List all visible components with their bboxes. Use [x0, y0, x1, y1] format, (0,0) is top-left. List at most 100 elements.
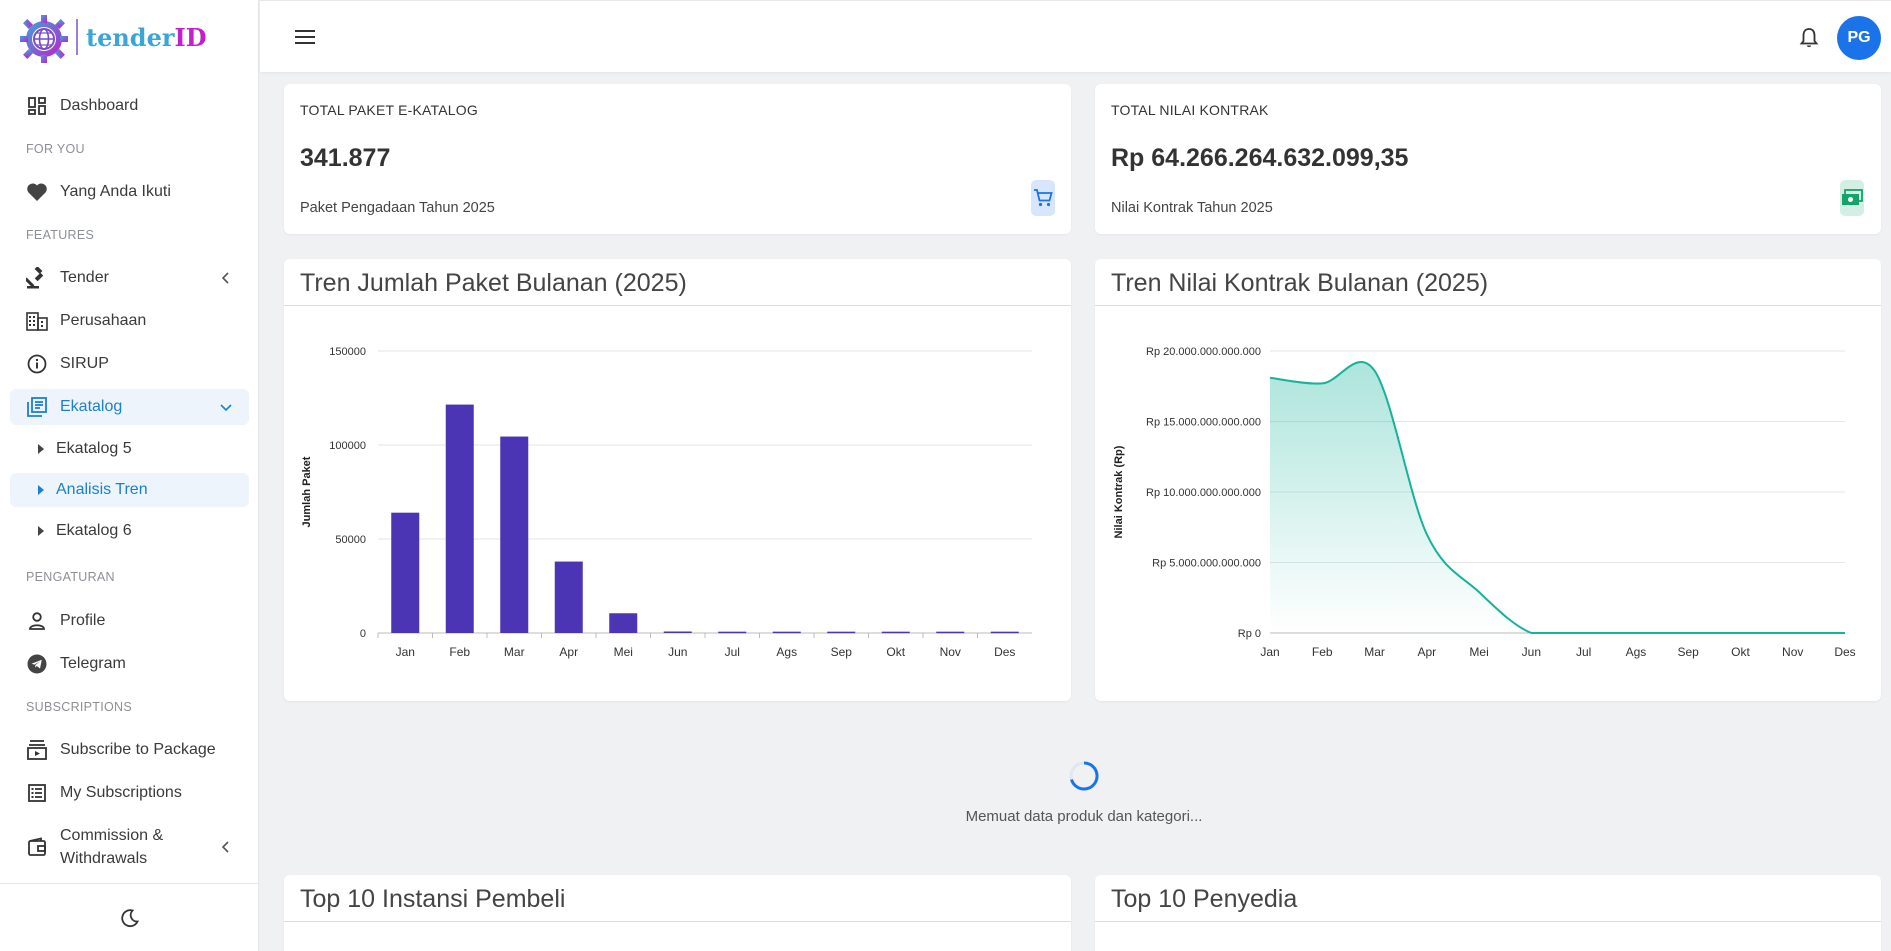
bar: [881, 631, 910, 634]
y-axis-label: Nilai Kontrak (Rp): [1113, 445, 1125, 538]
sidebar-item-label: Subscribe to Package: [60, 741, 216, 758]
x-tick-label: Sep: [831, 645, 853, 659]
x-tick-label: Jun: [668, 645, 687, 659]
y-tick-label: 150000: [329, 346, 366, 358]
sidebar-subitem-label: Ekatalog 6: [56, 522, 132, 539]
sidebar-item-label: Dashboard: [60, 97, 139, 114]
sidebar-subitem-ekatalog-5[interactable]: Ekatalog 5: [10, 432, 249, 466]
avatar[interactable]: PG: [1837, 16, 1881, 60]
panel-tren-paket: Tren Jumlah Paket Bulanan (2025) 0 50000 1…: [284, 259, 1071, 701]
x-tick-label: Jan: [396, 645, 415, 659]
heart-icon: [26, 181, 48, 203]
person-icon: [26, 610, 48, 632]
brand[interactable]: tenderID: [0, 0, 258, 74]
x-tick-label: Mei: [1469, 645, 1488, 659]
info-icon: [26, 353, 48, 375]
x-tick-label: Nov: [940, 645, 961, 659]
sidebar-item-my-subscriptions[interactable]: My Subscriptions: [10, 775, 249, 811]
y-tick-label: Rp 10.000.000.000.000: [1146, 487, 1261, 499]
sidebar-subitem-analisis-tren[interactable]: Analisis Tren: [10, 473, 249, 507]
x-tick-label: Jul: [1576, 645, 1591, 659]
sidebar-item-label: SIRUP: [60, 355, 109, 372]
stat-card-total-nilai: TOTAL NILAI KONTRAK Rp 64.266.264.632.09…: [1095, 84, 1881, 234]
y-tick-label: 0: [360, 628, 366, 640]
stat-title: TOTAL PAKET E-KATALOG: [300, 102, 478, 118]
chevron-left-icon: [221, 841, 229, 853]
x-tick-label: Apr: [559, 645, 578, 659]
y-tick-label: Rp 5.000.000.000.000: [1152, 558, 1261, 570]
area-fill: [1270, 361, 1845, 633]
sidebar-item-label: Ekatalog: [60, 398, 123, 415]
sidebar-item-commission-withdrawals[interactable]: Commission & Withdrawals: [10, 823, 249, 871]
panel-divider: [284, 921, 1071, 922]
stat-subtitle: Nilai Kontrak Tahun 2025: [1111, 200, 1273, 216]
x-tick-label: Mar: [1364, 645, 1385, 659]
caret-right-icon: [38, 485, 44, 495]
cart-icon-badge: [1031, 180, 1055, 216]
x-tick-label: Jun: [1522, 645, 1541, 659]
topbar: PG: [260, 0, 1891, 72]
stat-value: Rp 64.266.264.632.099,35: [1111, 144, 1409, 172]
bar: [554, 561, 583, 633]
cart-icon: [1034, 189, 1053, 207]
bar: [663, 631, 692, 633]
x-tick-label: Jan: [1260, 645, 1279, 659]
bar: [609, 613, 638, 633]
sidebar-item-telegram[interactable]: Telegram: [10, 646, 249, 682]
catalog-icon: [26, 396, 48, 418]
sidebar-item-sirup[interactable]: SIRUP: [10, 346, 249, 382]
x-tick-label: Des: [1834, 645, 1855, 659]
bar: [827, 631, 856, 634]
panel-title: Top 10 Instansi Pembeli: [300, 885, 566, 913]
spinner-icon: [1069, 761, 1099, 791]
moon-icon: [120, 908, 139, 927]
sidebar-item-profile[interactable]: Profile: [10, 603, 249, 639]
sidebar-item-label: Telegram: [60, 655, 126, 672]
panel-divider: [1095, 305, 1881, 306]
bell-icon[interactable]: [1797, 26, 1821, 50]
panel-title: Top 10 Penyedia: [1111, 885, 1298, 913]
section-label-for-you: FOR YOU: [26, 142, 85, 156]
panel-title: Tren Nilai Kontrak Bulanan (2025): [1111, 269, 1489, 297]
sidebar-item-label: Yang Anda Ikuti: [60, 183, 171, 200]
sidebar-item-dashboard[interactable]: Dashboard: [10, 88, 249, 124]
section-label-pengaturan: PENGATURAN: [26, 570, 115, 584]
chevron-left-icon: [221, 272, 229, 284]
bar: [500, 436, 529, 633]
sidebar: tenderID Dashboard FOR YOU Yang Anda Iku…: [0, 0, 259, 951]
x-tick-label: Mei: [614, 645, 633, 659]
sidebar-subitem-ekatalog-6[interactable]: Ekatalog 6: [10, 514, 249, 548]
theme-toggle[interactable]: [0, 883, 259, 951]
section-label-features: FEATURES: [26, 228, 95, 242]
sidebar-item-label: Perusahaan: [60, 312, 147, 329]
bar: [990, 631, 1019, 634]
y-axis-label: Jumlah Paket: [301, 456, 313, 527]
dashboard-icon: [26, 95, 48, 117]
money-icon-badge: [1840, 180, 1864, 216]
stat-value: 341.877: [300, 144, 391, 172]
sidebar-item-label: My Subscriptions: [60, 784, 182, 801]
bar: [391, 512, 420, 633]
sidebar-item-yang-anda-ikuti[interactable]: Yang Anda Ikuti: [10, 174, 249, 210]
panel-top-penyedia: Top 10 Penyedia: [1095, 875, 1881, 951]
sidebar-item-subscribe-to-package[interactable]: Subscribe to Package: [10, 732, 249, 768]
panel-title: Tren Jumlah Paket Bulanan (2025): [300, 269, 687, 297]
y-tick-label: 50000: [335, 534, 366, 546]
money-icon: [1842, 189, 1863, 205]
brand-divider: [76, 19, 78, 55]
hamburger-menu-icon[interactable]: [294, 27, 316, 47]
bar: [936, 631, 965, 634]
x-tick-label: Ags: [776, 645, 797, 659]
x-tick-label: Sep: [1678, 645, 1700, 659]
sidebar-item-tender[interactable]: Tender: [10, 260, 249, 296]
gavel-icon: [26, 267, 48, 289]
sidebar-item-label: Commission & Withdrawals: [60, 827, 164, 867]
x-tick-label: Okt: [886, 645, 905, 659]
sidebar-item-perusahaan[interactable]: Perusahaan: [10, 303, 249, 339]
sidebar-item-ekatalog[interactable]: Ekatalog: [10, 389, 249, 425]
subscriptions-icon: [26, 739, 48, 761]
sidebar-subitem-label: Analisis Tren: [56, 481, 148, 498]
y-tick-label: Rp 15.000.000.000.000: [1146, 417, 1261, 429]
x-tick-label: Jul: [725, 645, 740, 659]
bar: [718, 631, 747, 634]
